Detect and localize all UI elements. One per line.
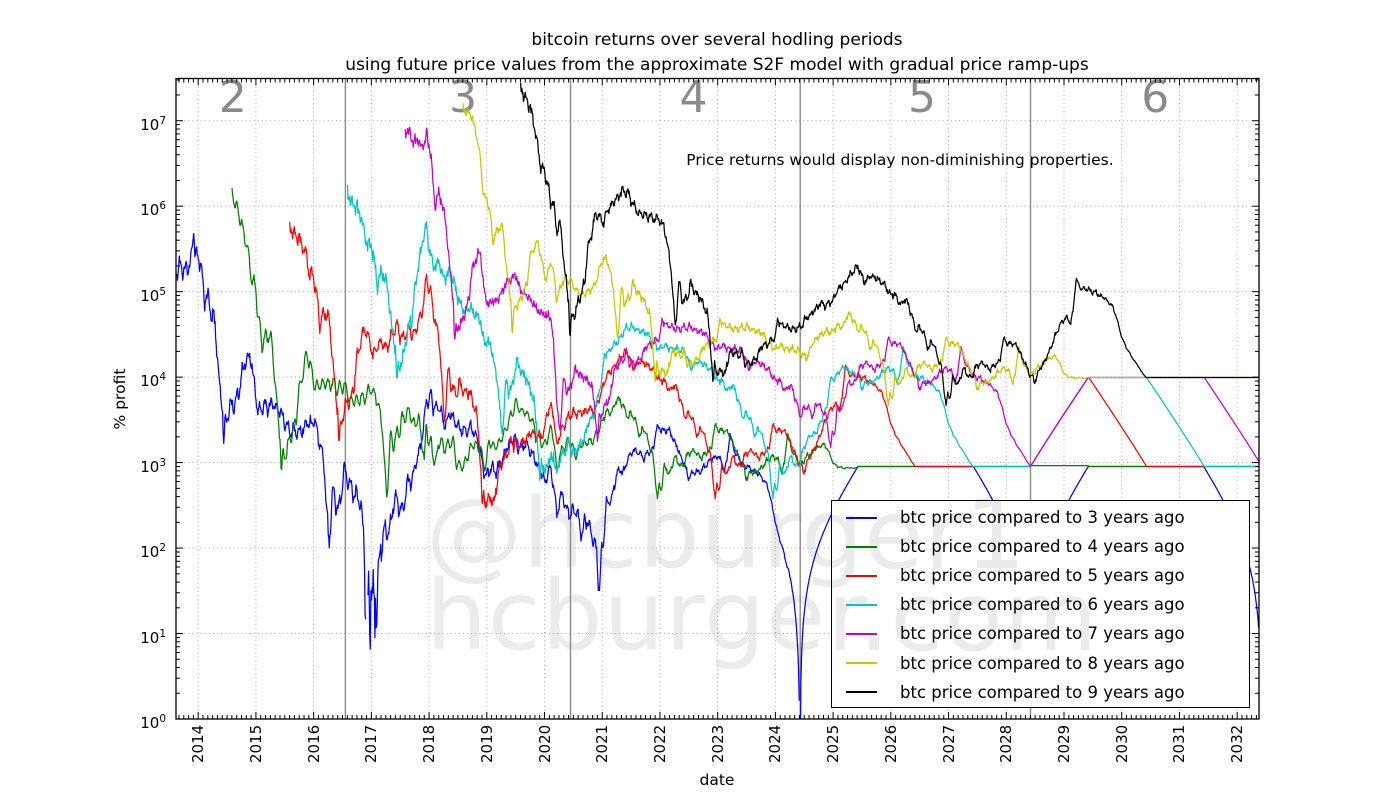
legend-line-sample-7-years	[846, 632, 877, 635]
chart-title-line1: bitcoin returns over several hodling per…	[531, 30, 903, 50]
annotation-text: Price returns would display non-diminish…	[686, 151, 1114, 169]
legend-label-3-years: btc price compared to 3 years ago	[900, 508, 1185, 528]
legend-line-sample-6-years	[846, 603, 877, 606]
watermark-overlay-line2: hcburger.com	[831, 561, 1099, 673]
legend-entries: btc price compared to 3 years ago btc pri…	[832, 501, 1249, 707]
x-axis-label: date	[699, 771, 735, 789]
y-tick-label-1e4: 104	[140, 371, 166, 391]
legend-line-sample-9-years	[846, 691, 877, 694]
legend-item-8-years: btc price compared to 8 years ago	[832, 648, 1249, 677]
curve-8-years	[462, 103, 1259, 407]
legend-line-sample-3-years	[846, 516, 877, 519]
legend-item-4-years: btc price compared to 4 years ago	[832, 532, 1249, 561]
legend-item-9-years: btc price compared to 9 years ago	[832, 678, 1249, 707]
legend-label-6-years: btc price compared to 6 years ago	[900, 595, 1185, 615]
legend-label-7-years: btc price compared to 7 years ago	[900, 624, 1185, 644]
legend-line-sample-4-years	[846, 545, 877, 548]
legend-item-5-years: btc price compared to 5 years ago	[832, 561, 1249, 590]
y-tick-label-1e5: 105	[140, 285, 166, 305]
legend-label-4-years: btc price compared to 4 years ago	[900, 537, 1185, 557]
y-tick-label-1e7: 107	[140, 114, 166, 134]
epoch-label-5: 5	[908, 72, 936, 123]
curve-7-years	[404, 126, 1259, 467]
legend-item-6-years: btc price compared to 6 years ago	[832, 590, 1249, 619]
legend-label-9-years: btc price compared to 9 years ago	[900, 682, 1185, 702]
legend-box: @hcburger1 hcburger.com btc price compar…	[831, 500, 1250, 708]
y-axis-label: % profit	[111, 368, 129, 430]
legend-line-sample-8-years	[846, 662, 877, 665]
epoch-label-2: 2	[218, 72, 247, 123]
legend-label-8-years: btc price compared to 8 years ago	[900, 653, 1185, 673]
y-tick-label-1e0: 100	[140, 713, 166, 732]
curve-4-years	[231, 187, 1259, 500]
y-tick-label-1e3: 103	[140, 456, 166, 476]
curve-6-years	[346, 184, 1259, 500]
curve-9-years	[519, 83, 1259, 407]
legend-line-sample-5-years	[846, 574, 877, 577]
chart-title-line2: using future price values from the appro…	[345, 55, 1089, 75]
y-tick-label-1e6: 106	[140, 200, 166, 220]
y-tick-label-1e1: 101	[140, 627, 166, 647]
legend-label-5-years: btc price compared to 5 years ago	[900, 566, 1185, 586]
y-tick-label-1e2: 102	[140, 542, 166, 562]
curve-5-years	[289, 221, 1259, 509]
legend-item-7-years: btc price compared to 7 years ago	[832, 619, 1249, 648]
legend-item-3-years: btc price compared to 3 years ago	[832, 503, 1249, 532]
